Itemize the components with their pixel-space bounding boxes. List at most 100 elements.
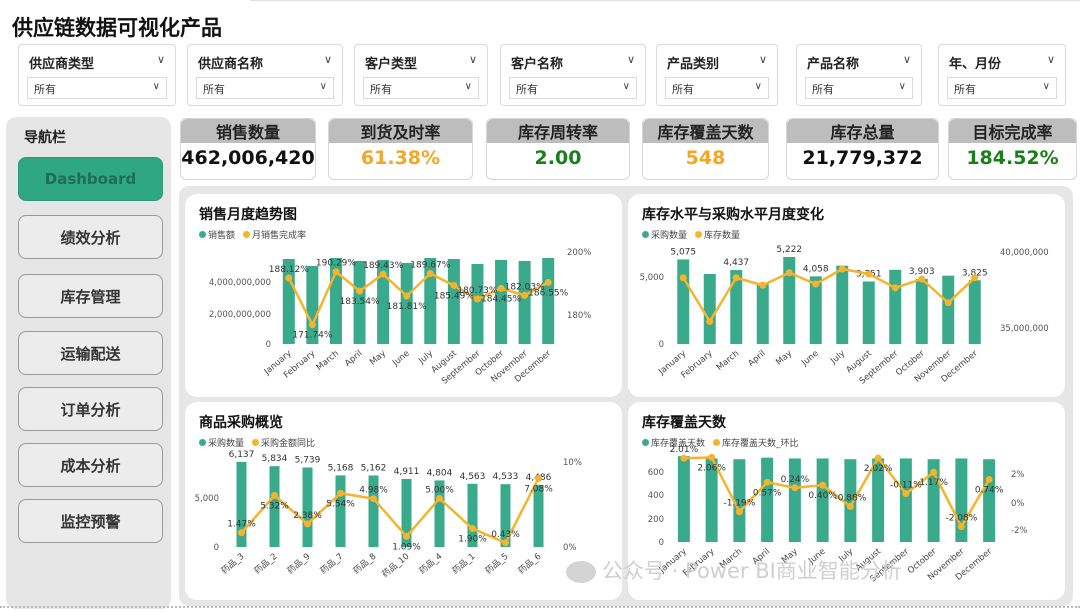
filter-customer-name[interactable]: 客户名称 ∨ 所有 ∨ bbox=[500, 44, 646, 106]
line-data-label: 189.67% bbox=[410, 261, 450, 271]
chevron-down-icon[interactable]: ∨ bbox=[1046, 53, 1055, 66]
legend-dot bbox=[199, 439, 206, 446]
kpi-card-target-rate: 目标完成率 184.52% bbox=[948, 118, 1077, 180]
line-point bbox=[708, 453, 716, 461]
line-data-label: 189.43% bbox=[363, 261, 403, 271]
chevron-down-icon[interactable]: ∨ bbox=[754, 81, 762, 92]
legend-dot bbox=[243, 231, 251, 238]
nav-item-transport[interactable]: 运输配送 bbox=[18, 331, 163, 375]
line-data-label: 184.45% bbox=[481, 294, 521, 304]
bar bbox=[377, 260, 390, 344]
chart-title: 库存覆盖天数 bbox=[642, 415, 726, 431]
line-point bbox=[426, 270, 434, 278]
filter-customer-type[interactable]: 客户类型 ∨ 所有 ∨ bbox=[354, 44, 488, 106]
y-tick-label: 400 bbox=[648, 491, 664, 501]
filter-product-name[interactable]: 产品名称 ∨ 所有 ∨ bbox=[796, 44, 922, 106]
line-data-label: 2.06% bbox=[697, 463, 726, 473]
chevron-down-icon[interactable]: ∨ bbox=[898, 81, 906, 92]
nav-item-performance[interactable]: 绩效分析 bbox=[18, 215, 163, 259]
line-data-label: 1.17% bbox=[919, 478, 948, 488]
y2-tick-label: 180% bbox=[567, 311, 591, 321]
x-tick-label: 药品_5 bbox=[483, 551, 511, 577]
legend-item[interactable]: 库存覆盖天数_环比 bbox=[713, 436, 799, 449]
legend-label: 月销售完成率 bbox=[252, 231, 307, 241]
x-tick-label: April bbox=[343, 349, 364, 369]
line-data-label: 2.01% bbox=[670, 445, 699, 455]
kpi-value: 548 bbox=[685, 147, 726, 169]
legend-item[interactable]: 采购数量 bbox=[199, 436, 244, 449]
kpi-value: 184.52% bbox=[966, 147, 1059, 169]
filter-select[interactable]: 所有 ∨ bbox=[665, 77, 769, 99]
legend-item[interactable]: 销售额 bbox=[199, 228, 235, 241]
chevron-down-icon[interactable]: ∨ bbox=[468, 53, 477, 66]
filter-supplier-type[interactable]: 供应商类型 ∨ 所有 ∨ bbox=[18, 44, 176, 106]
x-tick-label: 药品_4 bbox=[417, 551, 445, 577]
chevron-down-icon[interactable]: ∨ bbox=[323, 53, 332, 66]
bar bbox=[335, 475, 346, 547]
panel-sales-trend: 销售月度趋势图 销售额 月销售完成率 0 2,000,000,000 4,000,0… bbox=[185, 194, 622, 397]
panel-inventory-procurement: 库存水平与采购水平月度变化 采购数量 库存数量 0 5,000 35,000,000… bbox=[628, 194, 1065, 397]
bar bbox=[677, 456, 690, 542]
filter-select[interactable]: 所有 ∨ bbox=[805, 77, 913, 99]
chevron-down-icon[interactable]: ∨ bbox=[758, 53, 767, 66]
line-point bbox=[535, 474, 542, 482]
filter-select[interactable]: 所有 ∨ bbox=[947, 77, 1057, 99]
chevron-down-icon[interactable]: ∨ bbox=[622, 81, 630, 92]
legend-item[interactable]: 库存数量 bbox=[695, 228, 740, 241]
line-data-label: -0.11% bbox=[890, 481, 922, 491]
line-point bbox=[791, 484, 799, 492]
nav-item-inventory[interactable]: 库存管理 bbox=[18, 274, 163, 318]
legend-dot bbox=[642, 231, 649, 238]
watermark: 公众号 · Power BI商业智能分析 bbox=[566, 555, 902, 585]
line-data-label: 1.90% bbox=[458, 535, 487, 545]
chevron-down-icon[interactable]: ∨ bbox=[902, 53, 911, 66]
line-point bbox=[502, 539, 509, 547]
nav-item-dashboard[interactable]: Dashboard bbox=[18, 157, 163, 201]
chevron-down-icon[interactable]: ∨ bbox=[626, 53, 635, 66]
chevron-down-icon[interactable]: ∨ bbox=[152, 81, 160, 92]
line-point bbox=[930, 468, 938, 476]
legend-item[interactable]: 采购数量 bbox=[642, 228, 687, 241]
line-data-label: 186.55% bbox=[528, 288, 568, 298]
legend-label: 库存覆盖天数 bbox=[651, 439, 706, 449]
line-point bbox=[874, 454, 882, 462]
line-point bbox=[891, 284, 899, 292]
filter-value: 所有 bbox=[672, 83, 694, 96]
y2-tick-label: 200% bbox=[567, 248, 591, 258]
line-point bbox=[679, 274, 687, 282]
series-line bbox=[683, 455, 991, 530]
nav-item-orders[interactable]: 订单分析 bbox=[18, 387, 163, 431]
filter-select[interactable]: 所有 ∨ bbox=[196, 77, 334, 99]
nav-item-alerts[interactable]: 监控预警 bbox=[18, 499, 163, 543]
legend-item[interactable]: 库存覆盖天数 bbox=[642, 436, 705, 449]
nav-item-cost[interactable]: 成本分析 bbox=[18, 443, 163, 487]
line-data-label: 190.29% bbox=[316, 259, 356, 269]
bar bbox=[518, 261, 531, 344]
legend-item[interactable]: 采购金额同比 bbox=[252, 436, 315, 449]
line-point bbox=[902, 490, 910, 498]
line-point bbox=[763, 478, 771, 486]
filter-select[interactable]: 所有 ∨ bbox=[363, 77, 479, 99]
line-data-label: 1.47% bbox=[227, 520, 256, 530]
line-point bbox=[271, 491, 278, 499]
legend-item[interactable]: 月销售完成率 bbox=[243, 228, 306, 241]
line-data-label: 183.54% bbox=[340, 297, 380, 307]
line-point bbox=[304, 520, 311, 528]
line-data-label: 182.03% bbox=[505, 282, 545, 292]
chevron-down-icon[interactable]: ∨ bbox=[156, 53, 165, 66]
filter-supplier-name[interactable]: 供应商名称 ∨ 所有 ∨ bbox=[187, 44, 343, 106]
bar bbox=[730, 270, 743, 344]
line-point bbox=[379, 270, 387, 278]
chevron-down-icon[interactable]: ∨ bbox=[1042, 81, 1050, 92]
bar bbox=[968, 280, 981, 344]
line-point bbox=[337, 489, 344, 497]
filter-select[interactable]: 所有 ∨ bbox=[27, 77, 167, 99]
chevron-down-icon[interactable]: ∨ bbox=[464, 81, 472, 92]
kpi-label: 库存周转率 bbox=[487, 119, 629, 143]
chevron-down-icon[interactable]: ∨ bbox=[319, 81, 327, 92]
filter-select[interactable]: 所有 ∨ bbox=[509, 77, 637, 99]
x-tick-label: 药品_2 bbox=[252, 551, 280, 577]
filter-product-category[interactable]: 产品类别 ∨ 所有 ∨ bbox=[656, 44, 778, 106]
line-point bbox=[838, 265, 846, 273]
filter-year-month[interactable]: 年、月份 ∨ 所有 ∨ bbox=[938, 44, 1066, 106]
